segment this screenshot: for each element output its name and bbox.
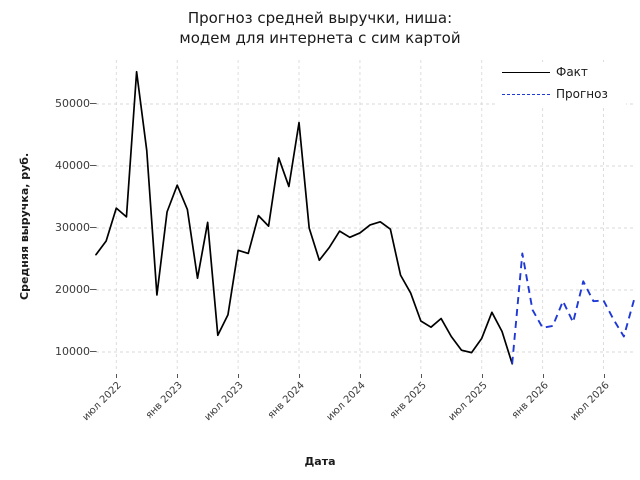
x-tick-mark: [603, 374, 605, 378]
legend-item-prognoz: Прогноз: [498, 86, 626, 104]
x-tick-mark: [359, 374, 361, 378]
legend-item-fact: Факт: [498, 64, 626, 82]
y-tick-mark: [90, 227, 97, 228]
x-tick-mark: [116, 374, 118, 378]
legend-label-fact: Факт: [556, 65, 588, 79]
y-tick-label: 30000: [55, 221, 90, 234]
y-tick-label: 40000: [55, 159, 90, 172]
y-tick: 50000: [16, 97, 97, 110]
x-tick-mark: [299, 374, 301, 378]
x-axis-label: Дата: [304, 455, 336, 468]
x-tick-mark: [481, 374, 483, 378]
y-tick: 30000: [16, 221, 97, 234]
gridlines: [96, 60, 634, 372]
chart-title-line-2: модем для интернета с сим картой: [179, 29, 461, 47]
legend-swatch-dashed-icon: [502, 94, 550, 95]
y-tick-label: 50000: [55, 97, 90, 110]
x-tick-mark: [420, 374, 422, 378]
y-tick-mark: [90, 351, 97, 352]
x-tick-mark: [177, 374, 179, 378]
y-tick: 40000: [16, 159, 97, 172]
y-tick: 10000: [16, 345, 97, 358]
y-tick-mark: [90, 289, 97, 290]
chart-title-line-1: Прогноз средней выручки, ниша:: [187, 9, 453, 27]
x-tick-mark: [238, 374, 240, 378]
series-line-prognoz: [511, 252, 635, 364]
chart-legend: Факт Прогноз: [498, 62, 626, 108]
series-line-fact: [95, 70, 514, 365]
y-tick-mark: [90, 165, 97, 166]
y-tick: 20000: [16, 283, 97, 296]
y-tick-mark: [90, 103, 97, 104]
legend-label-prognoz: Прогноз: [556, 87, 608, 101]
y-tick-label: 20000: [55, 283, 90, 296]
x-tick-mark: [542, 374, 544, 378]
y-tick-label: 10000: [55, 345, 90, 358]
legend-swatch-solid-icon: [502, 72, 550, 73]
chart-title: Прогноз средней выручки, ниша: модем для…: [0, 8, 640, 48]
